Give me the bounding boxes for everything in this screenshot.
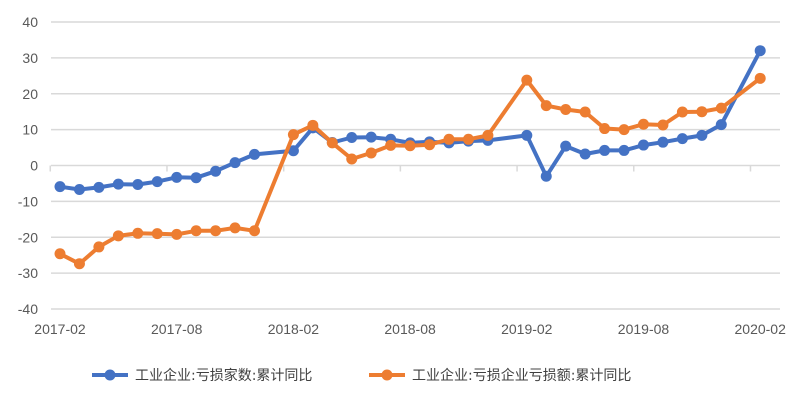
data-point bbox=[385, 139, 397, 151]
data-point bbox=[560, 140, 572, 152]
x-tick-label: 2020-02 bbox=[735, 321, 787, 337]
series-line bbox=[59, 49, 762, 192]
data-point bbox=[190, 172, 202, 184]
x-tick-label: 2017-02 bbox=[34, 321, 86, 337]
x-tick-label: 2018-08 bbox=[384, 321, 436, 337]
data-point bbox=[210, 225, 222, 237]
y-tick-label: 20 bbox=[22, 86, 38, 102]
data-point bbox=[54, 248, 66, 260]
y-tick-label: -40 bbox=[18, 301, 38, 317]
legend-swatch-marker bbox=[381, 369, 393, 381]
data-point bbox=[754, 72, 766, 84]
data-point bbox=[112, 178, 124, 190]
data-point bbox=[482, 129, 494, 141]
data-point bbox=[521, 129, 533, 141]
data-point bbox=[657, 136, 669, 148]
y-tick-label: -10 bbox=[18, 193, 38, 209]
data-point bbox=[657, 119, 669, 131]
data-point bbox=[540, 100, 552, 112]
legend-label: 工业企业:亏损家数:累计同比 bbox=[135, 367, 312, 384]
legend: 工业企业:亏损家数:累计同比 工业企业:亏损企业亏损额:累计同比 bbox=[92, 367, 631, 384]
y-tick-label: -30 bbox=[18, 265, 38, 281]
data-point bbox=[715, 119, 727, 131]
data-point bbox=[618, 124, 630, 136]
data-point bbox=[676, 133, 688, 145]
y-axis-ticks: 40 30 20 10 0 -10 -20 -30 -40 bbox=[18, 14, 38, 317]
data-point bbox=[443, 133, 455, 145]
data-point bbox=[287, 145, 299, 157]
y-tick-label: 30 bbox=[22, 50, 38, 66]
data-point bbox=[229, 157, 241, 169]
data-point bbox=[715, 102, 727, 114]
data-point bbox=[560, 104, 572, 116]
data-point bbox=[346, 153, 358, 165]
data-point bbox=[73, 258, 85, 270]
data-point bbox=[424, 139, 436, 151]
series-lines bbox=[54, 45, 766, 270]
data-point bbox=[210, 165, 222, 177]
data-point bbox=[132, 179, 144, 191]
data-point bbox=[462, 133, 474, 145]
series-2 bbox=[54, 72, 766, 270]
data-point bbox=[287, 129, 299, 141]
data-point bbox=[618, 144, 630, 156]
x-tick-label: 2018-02 bbox=[268, 321, 320, 337]
data-point bbox=[249, 148, 260, 160]
data-point bbox=[638, 118, 649, 130]
legend-label: 工业企业:亏损企业亏损额:累计同比 bbox=[412, 367, 631, 384]
legend-swatch-marker bbox=[104, 369, 116, 381]
data-point bbox=[93, 241, 105, 253]
y-tick-label: -20 bbox=[18, 229, 38, 245]
data-point bbox=[404, 140, 416, 152]
data-point bbox=[249, 225, 260, 237]
data-point bbox=[579, 148, 591, 160]
y-tick-label: 0 bbox=[30, 158, 38, 174]
data-point bbox=[599, 144, 611, 156]
x-tick-label: 2019-08 bbox=[618, 321, 670, 337]
data-point bbox=[365, 147, 377, 159]
data-point bbox=[365, 131, 377, 143]
x-axis: 2017-02 2017-08 2018-02 2018-08 2019-02 2019-… bbox=[34, 164, 787, 337]
data-point bbox=[521, 74, 533, 86]
data-point bbox=[151, 176, 163, 188]
data-point bbox=[696, 129, 708, 141]
data-point bbox=[54, 181, 66, 193]
data-point bbox=[307, 119, 319, 131]
x-tick-label: 2017-08 bbox=[151, 321, 203, 337]
data-point bbox=[326, 137, 338, 149]
data-point bbox=[696, 106, 708, 118]
data-point bbox=[599, 123, 611, 135]
series-line bbox=[59, 76, 762, 266]
x-tick-label: 2019-02 bbox=[501, 321, 553, 337]
data-point bbox=[171, 171, 183, 183]
data-point bbox=[112, 230, 124, 242]
data-point bbox=[73, 184, 85, 196]
data-point bbox=[151, 228, 163, 240]
data-point bbox=[676, 106, 688, 118]
data-point bbox=[346, 132, 358, 144]
series-1 bbox=[54, 45, 766, 196]
data-point bbox=[190, 225, 202, 237]
y-tick-label: 10 bbox=[22, 122, 38, 138]
data-point bbox=[171, 228, 183, 240]
data-point bbox=[132, 227, 144, 239]
data-point bbox=[93, 181, 105, 193]
data-point bbox=[579, 106, 591, 118]
data-point bbox=[638, 139, 649, 151]
y-tick-label: 40 bbox=[22, 14, 38, 30]
data-point bbox=[540, 170, 552, 182]
data-point bbox=[229, 222, 241, 234]
data-point bbox=[754, 45, 766, 57]
